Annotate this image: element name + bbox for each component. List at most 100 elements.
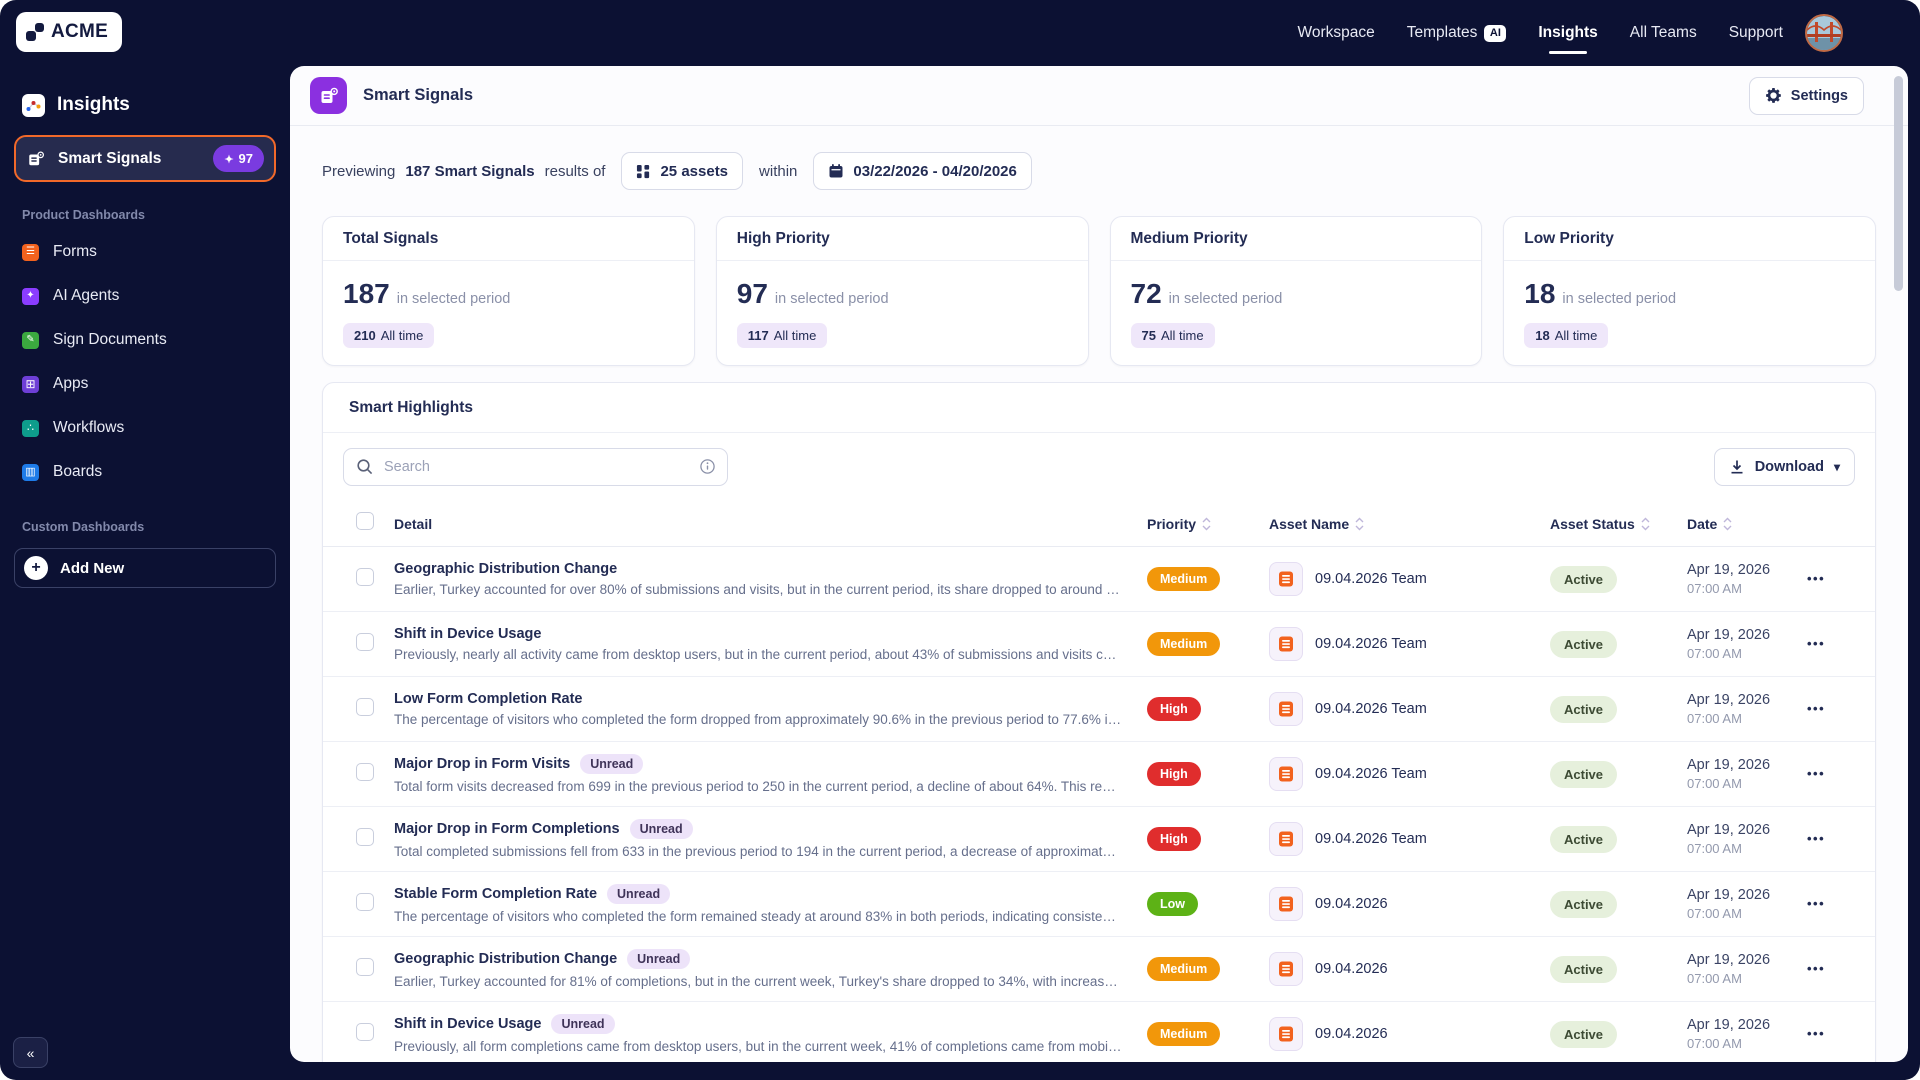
select-all-checkbox[interactable]	[356, 512, 374, 530]
column-header-date[interactable]: Date	[1687, 516, 1807, 532]
preview-prefix: Previewing	[322, 162, 396, 180]
row-more-button[interactable]	[1807, 571, 1825, 586]
row-more-button[interactable]	[1807, 1026, 1825, 1041]
status-badge: Active	[1550, 955, 1618, 983]
sidebar-header: Insights	[14, 86, 276, 124]
table-row[interactable]: Low Form Completion Rate The percentage …	[323, 677, 1875, 742]
add-new-button[interactable]: Add New	[14, 548, 276, 588]
row-more-button[interactable]	[1807, 766, 1825, 781]
sidebar-item-label: Sign Documents	[53, 331, 167, 348]
status-badge: Active	[1550, 1020, 1618, 1048]
nav-item[interactable]: Templates AI	[1407, 0, 1507, 66]
table-row[interactable]: Stable Form Completion Rate Unread The p…	[323, 872, 1875, 937]
row-more-button[interactable]	[1807, 896, 1825, 911]
assets-grid-icon	[637, 164, 650, 178]
table-row[interactable]: Shift in Device Usage Unread Previously,…	[323, 1002, 1875, 1062]
row-checkbox[interactable]	[356, 762, 374, 781]
date-range-selector[interactable]: 03/22/2026 - 04/20/2026	[813, 152, 1032, 190]
signal-description: Previously, nearly all activity came fro…	[394, 647, 1123, 662]
all-time-badge: 75 All time	[1130, 323, 1215, 348]
sidebar-item-icon	[22, 243, 39, 261]
nav-item[interactable]: Workspace	[1297, 0, 1374, 66]
sidebar-item-smart-signals[interactable]: Smart Signals 97	[14, 135, 276, 182]
sidebar-item[interactable]: Apps	[14, 362, 276, 406]
assets-selector[interactable]: 25 assets	[621, 152, 744, 190]
stat-card: High Priority 97 in selected period 117 A…	[715, 216, 1089, 366]
table-row[interactable]: Major Drop in Form Completions Unread To…	[323, 807, 1875, 872]
stat-card-title: Total Signals	[323, 217, 694, 261]
priority-badge: Low	[1147, 892, 1198, 916]
nav-item-label: Workspace	[1297, 24, 1375, 41]
form-asset-icon	[1269, 757, 1303, 791]
page-header: Smart Signals Settings	[290, 66, 1908, 126]
signal-title: Major Drop in Form Visits	[394, 756, 571, 772]
signal-description: Total form visits decreased from 699 in …	[394, 779, 1123, 794]
row-checkbox[interactable]	[356, 567, 374, 586]
brand-logo[interactable]: ACME	[16, 12, 123, 52]
row-checkbox[interactable]	[356, 1022, 374, 1041]
row-more-button[interactable]	[1807, 701, 1825, 716]
sidebar-item-label: AI Agents	[53, 287, 120, 304]
signal-date: Apr 19, 2026	[1687, 1017, 1771, 1033]
form-asset-icon	[1269, 1017, 1303, 1051]
row-checkbox[interactable]	[356, 957, 374, 976]
signal-date: Apr 19, 2026	[1687, 562, 1771, 578]
download-button[interactable]: Download	[1713, 448, 1855, 486]
plus-icon	[24, 556, 48, 580]
asset-name: 09.04.2026	[1315, 1026, 1388, 1042]
table-row[interactable]: Geographic Distribution Change Earlier, …	[323, 547, 1875, 612]
table-row[interactable]: Major Drop in Form Visits Unread Total f…	[323, 742, 1875, 807]
nav-item[interactable]: Insights	[1538, 0, 1598, 66]
table-row[interactable]: Geographic Distribution Change Unread Ea…	[323, 937, 1875, 1002]
row-more-button[interactable]	[1807, 636, 1825, 651]
sidebar-item[interactable]: Boards	[14, 450, 276, 494]
info-icon[interactable]	[699, 458, 716, 475]
custom-dashboards-label: Custom Dashboards	[22, 520, 145, 534]
stat-value: 187	[343, 278, 390, 309]
search-input[interactable]	[343, 448, 728, 486]
column-header-asset-name[interactable]: Asset Name	[1269, 516, 1550, 532]
settings-button[interactable]: Settings	[1748, 76, 1864, 115]
brand-name: ACME	[51, 21, 109, 42]
row-checkbox[interactable]	[356, 827, 374, 846]
column-header-asset-status[interactable]: Asset Status	[1550, 516, 1687, 532]
row-checkbox[interactable]	[356, 632, 374, 651]
user-avatar[interactable]	[1805, 14, 1843, 52]
form-asset-icon	[1269, 887, 1303, 921]
signal-time: 07:00 AM	[1687, 776, 1742, 791]
sidebar-item-icon	[22, 287, 39, 305]
sidebar-item[interactable]: AI Agents	[14, 274, 276, 318]
row-more-button[interactable]	[1807, 831, 1825, 846]
asset-name: 09.04.2026 Team	[1315, 571, 1427, 587]
row-more-button[interactable]	[1807, 961, 1825, 976]
nav-item[interactable]: Support	[1729, 0, 1783, 66]
active-tab-underline	[1549, 51, 1588, 54]
stat-period-label: in selected period	[396, 291, 511, 307]
acme-logo-icon	[26, 23, 44, 41]
stat-card: Medium Priority 72 in selected period 75 …	[1109, 216, 1483, 366]
sparkle-icon	[224, 151, 233, 166]
stat-card-title: High Priority	[716, 217, 1088, 261]
asset-name: 09.04.2026 Team	[1315, 701, 1427, 717]
signal-date: Apr 19, 2026	[1687, 757, 1771, 773]
row-checkbox[interactable]	[356, 892, 374, 911]
chevron-down-icon	[1834, 459, 1840, 475]
stat-value: 18	[1524, 278, 1556, 309]
signal-description: The percentage of visitors who completed…	[394, 909, 1123, 924]
signal-title: Geographic Distribution Change	[394, 561, 618, 577]
unread-badge: Unread	[607, 884, 671, 904]
priority-badge: Medium	[1147, 632, 1221, 656]
sidebar-item[interactable]: Forms	[14, 230, 276, 274]
table-row[interactable]: Shift in Device Usage Previously, nearly…	[323, 612, 1875, 677]
priority-badge: High	[1147, 762, 1201, 786]
status-badge: Active	[1550, 760, 1618, 788]
sidebar-item[interactable]: Workflows	[14, 406, 276, 450]
nav-item[interactable]: All Teams	[1630, 0, 1697, 66]
column-header-priority[interactable]: Priority	[1147, 516, 1269, 532]
row-checkbox[interactable]	[356, 697, 374, 716]
sidebar-collapse-button[interactable]	[13, 1037, 48, 1068]
scrollbar-thumb[interactable]	[1894, 76, 1903, 291]
unread-badge: Unread	[629, 819, 693, 839]
sidebar-item[interactable]: Sign Documents	[14, 318, 276, 362]
calendar-icon	[829, 164, 843, 178]
